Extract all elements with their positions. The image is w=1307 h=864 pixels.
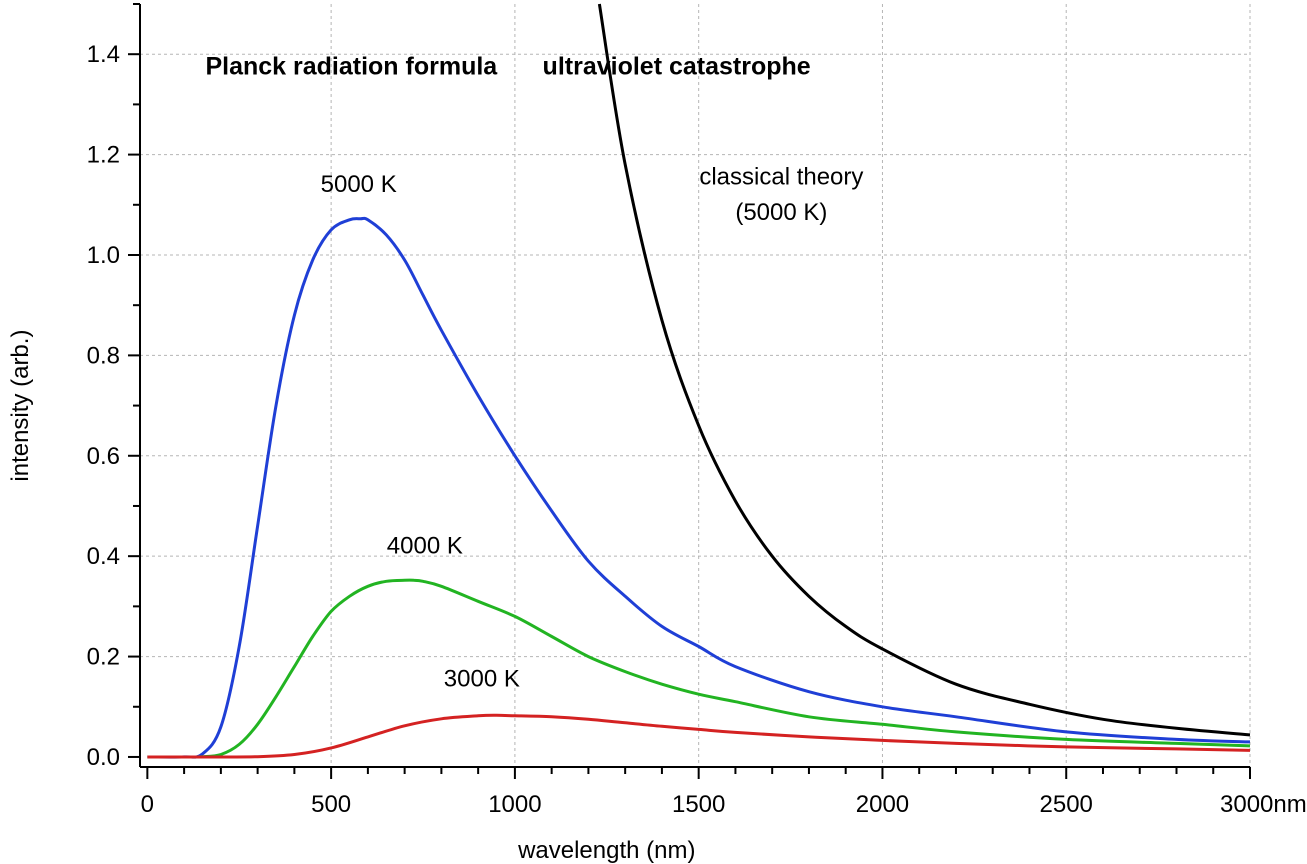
y-tick-label: 0.6 [87, 443, 120, 470]
annotation-classical2: (5000 K) [735, 199, 827, 226]
series-line-planck4000 [147, 578, 1251, 759]
y-tick-label: 1.2 [87, 142, 120, 169]
annotation-label3000: 3000 K [444, 666, 520, 693]
series-line-planck5000 [147, 216, 1251, 759]
annotation-label5000: 5000 K [321, 171, 397, 198]
y-tick-label: 0.8 [87, 342, 120, 369]
tick-labels: 0.0 0.2 0.4 0.6 0.8 1.0 1.2 1.4 0 500 1000 1500 2000… [87, 41, 1307, 818]
ticks [128, 3, 1251, 779]
y-tick-label: 0.2 [87, 644, 120, 671]
y-tick-label: 0.4 [87, 543, 120, 570]
x-axis-title: wavelength (nm) [517, 837, 695, 864]
series-line-classical [597, 3, 1251, 737]
annotation-title_left: Planck radiation formula [205, 52, 498, 80]
annotation-title_right: ultraviolet catastrophe [543, 52, 811, 80]
y-tick-label: 1.0 [87, 242, 120, 269]
x-tick-label: 2000 [856, 791, 909, 818]
x-tick-label: 1500 [672, 791, 725, 818]
axes [139, 4, 1250, 768]
x-tick-label: 500 [311, 791, 351, 818]
y-axis-title: intensity (arb.) [7, 330, 34, 482]
series-line-planck3000 [147, 713, 1251, 759]
x-tick-label: 2500 [1040, 791, 1093, 818]
annotations: Planck radiation formula ultraviolet cata… [205, 52, 863, 692]
y-tick-label: 0.0 [87, 744, 120, 771]
annotation-label4000: 4000 K [387, 533, 463, 560]
x-tick-label: 1000 [488, 791, 541, 818]
grid [140, 4, 1251, 767]
annotation-classical1: classical theory [699, 164, 863, 191]
curves [147, 3, 1251, 759]
x-tick-label: 0 [141, 791, 154, 818]
y-tick-label: 1.4 [87, 41, 120, 68]
x-tick-label: 3000nm [1220, 791, 1307, 818]
